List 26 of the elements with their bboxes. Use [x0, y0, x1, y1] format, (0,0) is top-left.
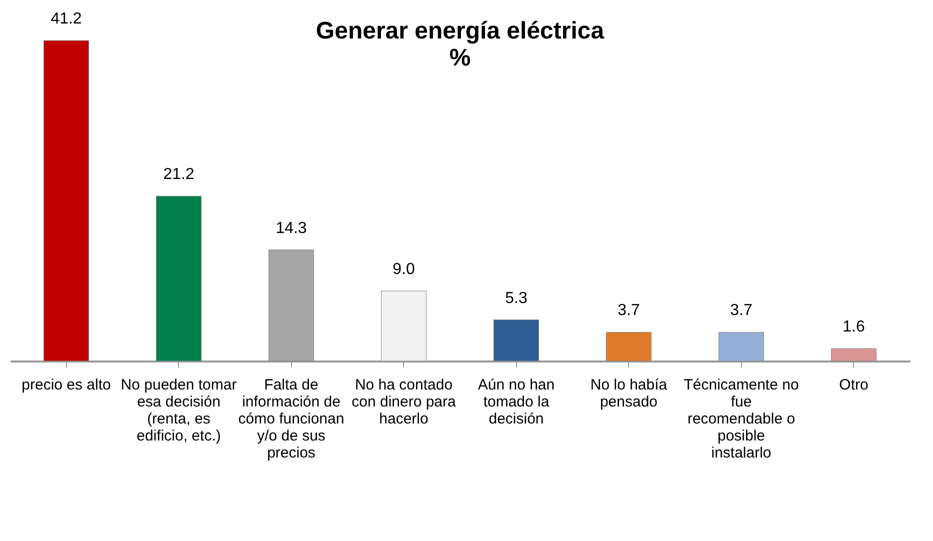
bar: [831, 348, 876, 362]
x-tick-label: No lo había pensado: [590, 376, 668, 410]
chart-subtitle: %: [449, 44, 471, 72]
x-tick-label: Falta de información de cómo funcionan y/o de sus precios: [238, 376, 344, 462]
x-tick-label: Aún no han tomado la decisión: [478, 376, 555, 428]
x-tick-label: No ha contado con dinero para hacerlo: [352, 376, 457, 428]
data-label: 9.0: [392, 261, 415, 278]
bar: [606, 332, 652, 362]
x-tick-label: precio es alto: [22, 376, 111, 394]
chart-title: Generar energía eléctrica: [316, 18, 605, 45]
data-label: 5.3: [505, 290, 528, 307]
x-tick-label: Técnicamente no fue recomendable o posible instalarlo: [684, 376, 799, 462]
bar: [494, 320, 539, 362]
bar: [718, 332, 764, 362]
bar: [156, 196, 202, 362]
bar: [268, 250, 314, 362]
x-tick-label: No pueden tomar esa decisión (renta, es edificio, etc.): [120, 376, 237, 444]
data-label: 41.2: [50, 10, 82, 28]
data-label: 14.3: [276, 220, 307, 237]
data-label: 3.7: [618, 302, 640, 320]
data-label: 1.6: [842, 318, 865, 336]
data-label: 21.2: [163, 166, 194, 184]
bar: [381, 290, 426, 362]
bar: [44, 40, 89, 362]
data-label: 3.7: [730, 302, 752, 320]
x-tick-label: Otro: [839, 376, 868, 394]
